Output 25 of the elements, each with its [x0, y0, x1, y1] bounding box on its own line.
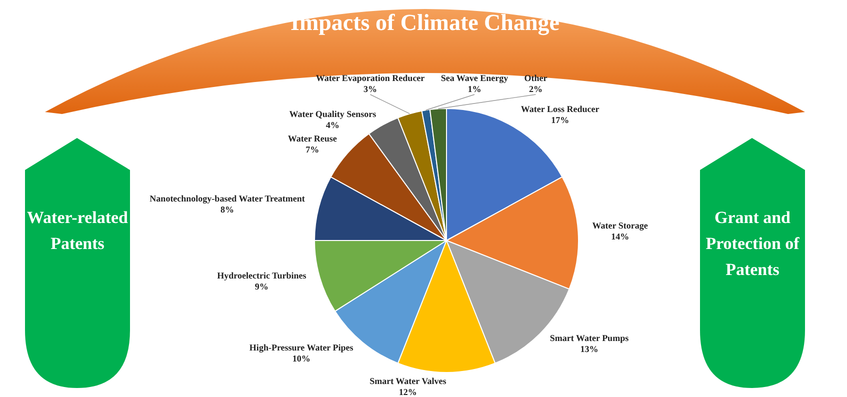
data-label: 10% [292, 353, 310, 364]
slice-label: Water Reuse [288, 133, 337, 144]
data-label: 4% [326, 120, 340, 130]
data-label: 9% [254, 282, 268, 292]
slice-label: Water Storage [592, 220, 648, 231]
data-label: 8% [220, 204, 234, 215]
text: Water-related Patents [26, 207, 129, 255]
data-label: 3% [364, 84, 378, 94]
data-label: 13% [580, 344, 598, 354]
data-label: 2% [528, 84, 542, 94]
slice-label: Water Loss Reducer [520, 104, 600, 114]
slice-label: Nanotechnology-based Water Treatment [150, 194, 305, 204]
data-label: 12% [398, 386, 417, 397]
slice-label: Smart Water Pumps [550, 333, 630, 344]
text: Grant and Protection of Patents [704, 207, 800, 281]
slice-label: Water Quality Sensors [289, 108, 377, 119]
data-label: 1% [468, 84, 482, 94]
data-label: 7% [306, 144, 320, 154]
slice-label: High-Pressure Water Pipes [249, 342, 354, 352]
data-label: 14% [611, 232, 630, 242]
data-label: 17% [551, 115, 570, 126]
slice-label: Smart Water Valves [370, 376, 447, 386]
slice-label: Hydroelectric Turbines [217, 270, 307, 281]
slice-label: Sea Wave Energy [440, 72, 509, 83]
slice-label: Water Evaporation Reducer [316, 72, 425, 83]
